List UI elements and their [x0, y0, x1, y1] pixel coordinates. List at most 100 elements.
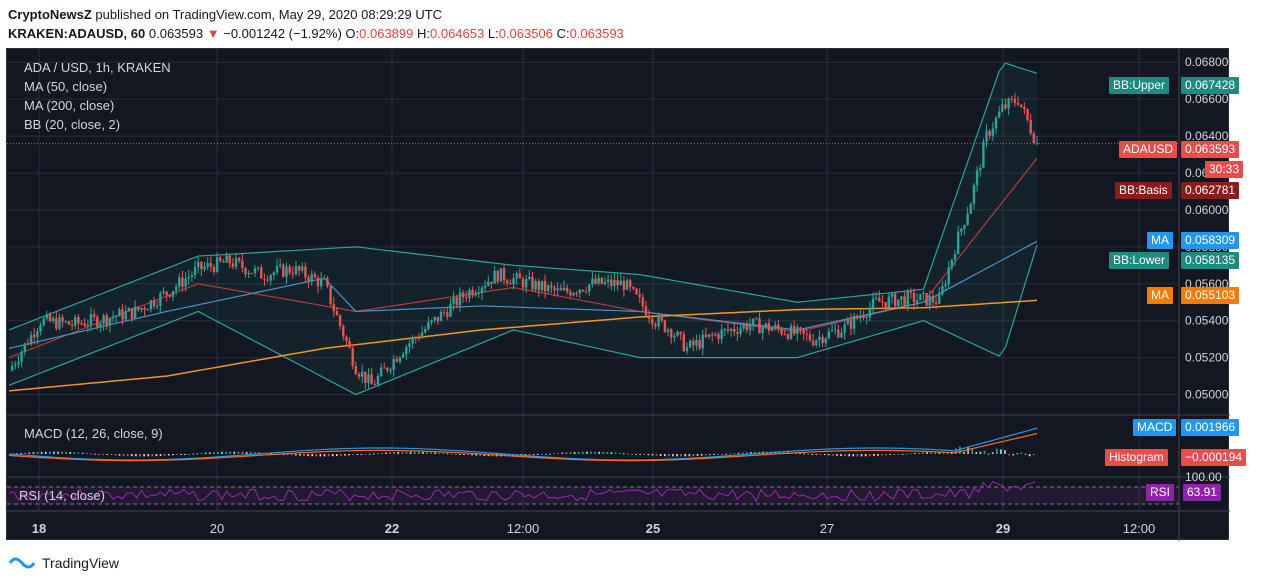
candle-body	[118, 309, 120, 316]
macd-histogram-bar	[836, 454, 838, 456]
rsi-value: 63.91	[1187, 485, 1217, 499]
candle-body	[83, 323, 85, 326]
candle-body	[238, 258, 240, 260]
macd-value: 0.001966	[1185, 420, 1235, 434]
candles	[11, 93, 1038, 389]
candle-body	[941, 286, 943, 294]
candle-body	[531, 277, 533, 290]
macd-histogram-bar	[213, 452, 215, 454]
candle-body	[512, 278, 514, 284]
macd-histogram-bar	[582, 452, 584, 454]
candle-body	[907, 291, 909, 305]
candle-body	[165, 292, 167, 295]
candle-body	[93, 314, 95, 317]
candle-body	[616, 280, 618, 285]
macd-histogram-bar	[1000, 449, 1002, 454]
publisher-name[interactable]: CryptoNewsZ	[8, 7, 92, 22]
candle-body	[648, 316, 650, 319]
candle-body	[847, 320, 849, 325]
histogram-label: Histogram	[1109, 450, 1164, 464]
legend-ma50[interactable]: MA (50, close)	[24, 79, 107, 94]
candle-body	[664, 320, 666, 331]
candle-body	[71, 325, 73, 326]
candle-body	[802, 329, 804, 333]
candle-body	[317, 278, 319, 286]
bb-basis-tag: BB:Basis	[1115, 182, 1172, 199]
publish-text: published on TradingView.com, May 29, 20…	[95, 7, 442, 22]
candle-body	[724, 329, 726, 330]
candle-body	[263, 279, 265, 280]
chart-frame[interactable]: 0.0500000.0520000.0540000.0560000.058000…	[6, 48, 1229, 540]
candle-body	[1029, 120, 1031, 133]
macd-histogram-bar	[561, 453, 563, 454]
candle-body	[717, 334, 719, 339]
legend-macd[interactable]: MACD (12, 26, close, 9)	[24, 426, 163, 441]
macd-histogram-bar	[623, 453, 625, 454]
tradingview-logo-icon[interactable]	[8, 554, 36, 572]
macd-histogram-bar	[602, 452, 604, 454]
candle-body	[1020, 105, 1022, 107]
candle-body	[503, 268, 505, 280]
last-price: 0.063593	[149, 26, 203, 41]
chart-canvas[interactable]: 0.0500000.0520000.0540000.0560000.058000…	[7, 49, 1230, 541]
macd-histogram-bar	[578, 452, 580, 454]
candle-body	[995, 118, 997, 129]
macd-histogram-bar	[988, 454, 990, 455]
candle-body	[33, 335, 35, 338]
candle-body	[528, 277, 530, 279]
open-label: O:	[345, 26, 359, 41]
candle-body	[796, 327, 798, 334]
macd-histogram-bar	[201, 453, 203, 454]
candle-body	[714, 334, 716, 335]
macd-histogram-bar	[676, 454, 678, 456]
candle-body	[465, 297, 467, 298]
macd-histogram-bar	[541, 454, 543, 455]
macd-histogram-bar	[348, 454, 350, 455]
candle-body	[320, 279, 322, 287]
footer-brand[interactable]: TradingView	[42, 555, 119, 571]
candle-body	[922, 293, 924, 294]
candle-body	[1014, 99, 1016, 103]
candle-body	[446, 312, 448, 316]
candle-body	[951, 260, 953, 268]
candle-body	[61, 317, 63, 322]
macd-histogram-bar	[865, 454, 867, 456]
macd-histogram-bar	[922, 452, 924, 454]
candle-body	[963, 225, 965, 229]
candle-body	[345, 336, 347, 340]
candle-body	[181, 277, 183, 286]
macd-histogram-bar	[78, 452, 80, 454]
macd-histogram-bar	[553, 453, 555, 454]
candle-body	[459, 293, 461, 306]
candle-body	[150, 300, 152, 309]
macd-histogram-bar	[115, 454, 117, 455]
bb-upper-value: 0.067428	[1185, 78, 1235, 92]
macd-histogram-bar	[898, 454, 900, 455]
macd-histogram-bar	[1029, 454, 1031, 456]
macd-histogram-bar	[963, 452, 965, 454]
x-tick-label: 22	[385, 521, 399, 536]
macd-histogram-bar	[229, 452, 231, 454]
price-change: −0.001242 (−1.92%)	[223, 26, 342, 41]
legend-ma200[interactable]: MA (200, close)	[24, 98, 114, 113]
macd-histogram-bar	[397, 452, 399, 454]
candle-body	[241, 261, 243, 268]
ma200-label: MA	[1151, 288, 1169, 302]
candle-body	[270, 275, 272, 280]
y-tick-label: 0.060000	[1185, 203, 1230, 217]
legend-rsi[interactable]: RSI (14, close)	[19, 488, 105, 503]
ma50-value-tag: 0.058309	[1181, 232, 1239, 249]
macd-histogram-bar	[885, 454, 887, 455]
histogram-value-tag: −0.000194	[1181, 449, 1246, 466]
macd-histogram-bar	[246, 452, 248, 454]
candle-body	[377, 376, 379, 384]
macd-histogram-bar	[303, 454, 305, 456]
candle-body	[752, 319, 754, 325]
candle-body	[935, 302, 937, 303]
macd-histogram-bar	[123, 454, 125, 456]
chart-title[interactable]: ADA / USD, 1h, KRAKEN	[24, 60, 171, 75]
candle-body	[58, 317, 60, 329]
candle-body	[809, 335, 811, 341]
legend-bb[interactable]: BB (20, close, 2)	[24, 117, 120, 132]
candle-body	[875, 298, 877, 299]
